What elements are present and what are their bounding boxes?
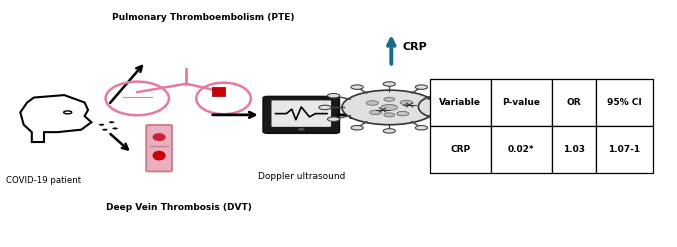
Bar bbox=[212, 87, 225, 96]
Text: CRP: CRP bbox=[403, 42, 428, 52]
Bar bbox=[430, 126, 491, 173]
Circle shape bbox=[351, 85, 364, 89]
Circle shape bbox=[383, 82, 395, 86]
Circle shape bbox=[381, 104, 397, 110]
Circle shape bbox=[415, 85, 428, 89]
Circle shape bbox=[447, 105, 460, 110]
Bar bbox=[596, 126, 653, 173]
Circle shape bbox=[99, 124, 104, 126]
Text: CRP: CRP bbox=[450, 145, 471, 154]
Circle shape bbox=[342, 90, 437, 125]
Text: Deep Vein Thrombosis (DVT): Deep Vein Thrombosis (DVT) bbox=[106, 203, 253, 212]
Text: Pulmonary Thromboembolism (PTE): Pulmonary Thromboembolism (PTE) bbox=[112, 13, 294, 22]
Bar bbox=[491, 126, 552, 173]
Text: COVID-19 patient: COVID-19 patient bbox=[7, 176, 81, 185]
Circle shape bbox=[328, 117, 340, 122]
Circle shape bbox=[298, 128, 305, 130]
Bar bbox=[430, 79, 491, 126]
Circle shape bbox=[383, 129, 395, 133]
Circle shape bbox=[384, 97, 395, 101]
Bar bbox=[491, 79, 552, 126]
Bar bbox=[596, 79, 653, 126]
Circle shape bbox=[328, 94, 340, 98]
Text: 95% CI: 95% CI bbox=[607, 98, 642, 107]
Circle shape bbox=[351, 125, 363, 130]
Text: 1.03: 1.03 bbox=[563, 145, 585, 154]
Bar bbox=[552, 126, 596, 173]
Circle shape bbox=[397, 111, 409, 116]
Circle shape bbox=[370, 110, 382, 115]
Text: OR: OR bbox=[567, 98, 581, 107]
Circle shape bbox=[400, 100, 412, 105]
Text: Doppler ultrasound: Doppler ultrasound bbox=[257, 172, 345, 181]
Circle shape bbox=[384, 113, 395, 117]
Ellipse shape bbox=[152, 133, 166, 141]
Bar bbox=[552, 79, 596, 126]
Circle shape bbox=[435, 103, 445, 106]
Text: 1.07-1: 1.07-1 bbox=[609, 145, 640, 154]
Ellipse shape bbox=[152, 151, 166, 161]
Circle shape bbox=[112, 127, 118, 129]
PathPatch shape bbox=[20, 95, 91, 142]
Circle shape bbox=[102, 129, 108, 131]
Circle shape bbox=[439, 117, 451, 122]
Circle shape bbox=[109, 121, 114, 123]
Text: Variable: Variable bbox=[439, 98, 481, 107]
FancyBboxPatch shape bbox=[146, 125, 172, 171]
Circle shape bbox=[366, 101, 378, 105]
FancyBboxPatch shape bbox=[271, 101, 331, 127]
Text: 0.02*: 0.02* bbox=[508, 145, 535, 154]
Text: P-value: P-value bbox=[502, 98, 540, 107]
Circle shape bbox=[439, 94, 451, 98]
Circle shape bbox=[319, 105, 331, 110]
Circle shape bbox=[492, 104, 501, 108]
Circle shape bbox=[415, 125, 428, 130]
FancyBboxPatch shape bbox=[263, 97, 339, 133]
